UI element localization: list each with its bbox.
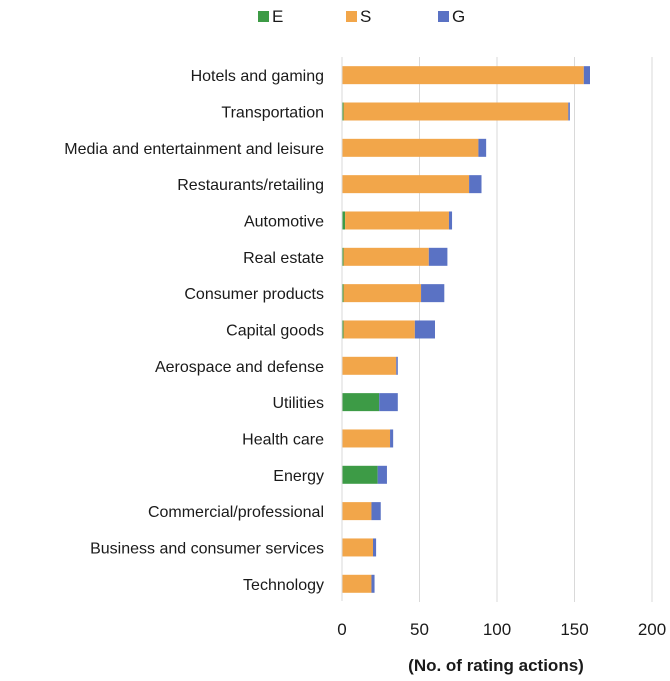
bar-g-segment <box>568 102 570 121</box>
legend-label-g: G <box>452 7 465 26</box>
legend-label-s: S <box>360 7 371 26</box>
category-label: Automotive <box>244 213 324 230</box>
bar-g-segment <box>478 138 487 157</box>
bar-e-segment <box>342 465 378 484</box>
bar-e-segment <box>342 284 344 303</box>
category-label: Business and consumer services <box>90 540 324 557</box>
bar-g-segment <box>371 574 375 593</box>
category-label: Hotels and gaming <box>191 68 324 85</box>
category-label: Commercial/professional <box>148 504 324 521</box>
category-label: Utilities <box>272 395 324 412</box>
category-label: Media and entertainment and leisure <box>64 141 324 158</box>
bar-g-segment <box>421 284 445 303</box>
gridlines <box>419 57 653 602</box>
bars <box>342 66 590 593</box>
bar-g-segment <box>469 175 482 194</box>
bar-g-segment <box>583 66 590 85</box>
bar-e-segment <box>342 247 344 266</box>
bar-s-segment <box>342 66 584 85</box>
x-tick-label: 0 <box>337 620 346 639</box>
bar-s-segment <box>342 429 391 448</box>
bar-e-segment <box>342 211 346 230</box>
x-tick-label: 150 <box>560 620 588 639</box>
x-tick-label: 100 <box>483 620 511 639</box>
bar-s-segment <box>343 102 569 121</box>
x-tick-labels: 0 50 100 150 200 <box>337 620 666 639</box>
bar-g-segment <box>379 393 398 412</box>
category-label: Capital goods <box>226 322 324 339</box>
category-label: Real estate <box>243 250 324 267</box>
bar-s-segment <box>342 175 470 194</box>
bar-e-segment <box>342 393 380 412</box>
bar-s-segment <box>342 538 373 557</box>
bar-g-segment <box>396 356 398 375</box>
bar-s-segment <box>342 502 372 521</box>
legend-swatch-e <box>258 11 269 22</box>
bar-g-segment <box>448 211 453 230</box>
bar-g-segment <box>373 538 377 557</box>
x-axis-title: (No. of rating actions) <box>408 656 584 675</box>
bar-s-segment <box>342 138 479 157</box>
bar-e-segment <box>342 102 344 121</box>
x-tick-label: 200 <box>638 620 666 639</box>
bar-s-segment <box>343 247 429 266</box>
category-label: Aerospace and defense <box>155 359 324 376</box>
category-label: Health care <box>242 431 324 448</box>
category-label: Restaurants/retailing <box>177 177 324 194</box>
bar-s-segment <box>345 211 449 230</box>
legend-swatch-s <box>346 11 357 22</box>
bar-s-segment <box>343 284 422 303</box>
bar-s-segment <box>342 574 372 593</box>
bar-g-segment <box>371 502 381 521</box>
bar-s-segment <box>343 320 415 339</box>
category-labels: Hotels and gaming Transportation Media and… <box>64 68 324 594</box>
category-label: Transportation <box>221 104 324 121</box>
bar-g-segment <box>390 429 394 448</box>
category-label: Energy <box>273 468 324 485</box>
legend-label-e: E <box>272 7 283 26</box>
bar-e-segment <box>342 320 344 339</box>
category-label: Technology <box>243 577 324 594</box>
bar-g-segment <box>428 247 448 266</box>
x-tick-label: 50 <box>410 620 429 639</box>
bar-g-segment <box>414 320 435 339</box>
bar-g-segment <box>377 465 387 484</box>
bar-s-segment <box>342 356 397 375</box>
legend-swatch-g <box>438 11 449 22</box>
category-label: Consumer products <box>184 286 324 303</box>
